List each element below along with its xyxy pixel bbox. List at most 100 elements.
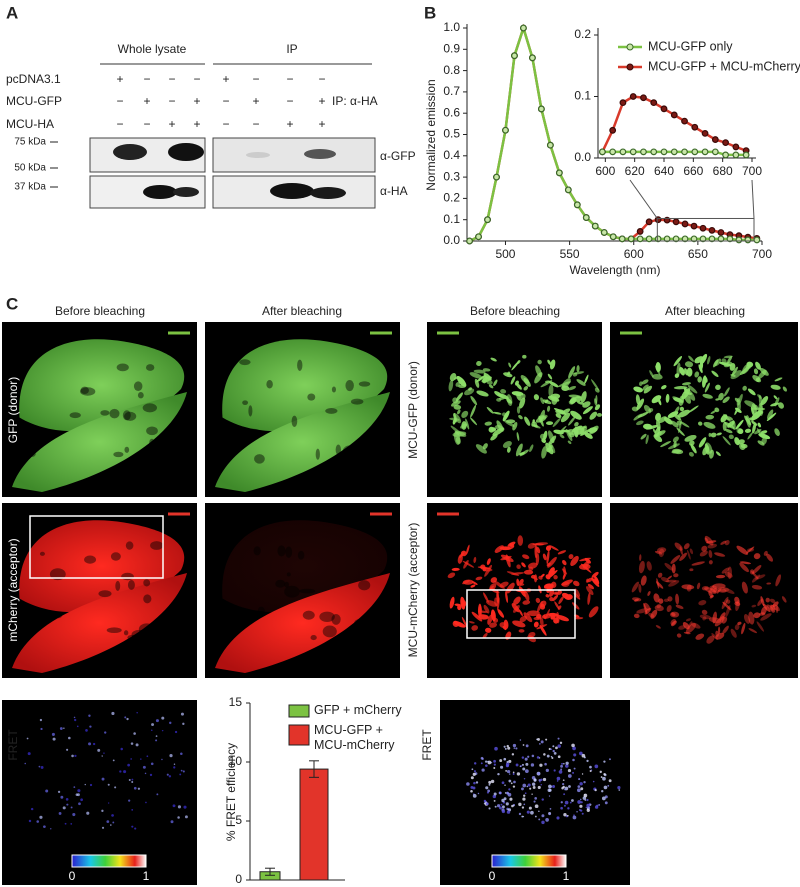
mitochondrion bbox=[541, 446, 547, 459]
marker bbox=[753, 236, 761, 244]
vacuole bbox=[284, 581, 289, 588]
fret-pixel bbox=[168, 775, 172, 778]
fret-pixel bbox=[506, 791, 510, 795]
mitochondrion bbox=[458, 384, 466, 389]
marker bbox=[690, 222, 698, 230]
fret-pixel bbox=[28, 819, 32, 823]
fret-pixel bbox=[499, 759, 503, 763]
fret-pixel bbox=[527, 783, 531, 787]
mitochondrion bbox=[641, 379, 649, 385]
fret-pixel bbox=[161, 729, 164, 732]
x-tick-label: 600 bbox=[624, 247, 644, 261]
vacuole bbox=[116, 363, 129, 372]
mitochondrion bbox=[591, 577, 600, 587]
mitochondrion bbox=[574, 617, 584, 620]
mitochondrion bbox=[523, 612, 533, 623]
mitochondrion bbox=[745, 415, 751, 428]
fret-pixel bbox=[89, 783, 93, 787]
mitochondrion bbox=[586, 586, 594, 596]
mitochondrion bbox=[718, 626, 721, 635]
marker bbox=[701, 148, 709, 156]
fret-pixel bbox=[580, 801, 583, 804]
fret-pixel bbox=[518, 812, 522, 816]
colorbar bbox=[71, 854, 147, 868]
marker bbox=[701, 129, 709, 137]
mitochondrion bbox=[760, 430, 768, 434]
marker bbox=[520, 24, 527, 32]
mitochondrion bbox=[699, 614, 712, 620]
mitochondrion bbox=[761, 437, 767, 445]
fret-pixel bbox=[512, 771, 515, 774]
mitochondrion bbox=[666, 605, 672, 613]
mitochondrion bbox=[577, 401, 585, 405]
mitochondrion bbox=[542, 553, 547, 561]
mitochondrion bbox=[655, 430, 666, 437]
mitochondrion bbox=[748, 611, 755, 625]
fret-pixel bbox=[515, 763, 519, 767]
fret-pixel bbox=[538, 757, 541, 759]
mitochondrion bbox=[496, 597, 500, 611]
mitochondrion bbox=[491, 427, 497, 432]
vacuole bbox=[331, 613, 341, 625]
mitochondrion bbox=[515, 382, 522, 390]
mitochondrion bbox=[568, 366, 576, 379]
vacuole bbox=[319, 611, 335, 622]
fret-pixel bbox=[592, 780, 595, 783]
mitochondrion bbox=[751, 410, 763, 421]
mitochondrion bbox=[715, 384, 721, 391]
fret-pixel bbox=[73, 786, 76, 789]
marker bbox=[681, 117, 688, 125]
mitochondrion bbox=[679, 552, 688, 561]
mitochondrion bbox=[702, 393, 713, 399]
legend-label: MCU-GFP only bbox=[648, 39, 733, 53]
marker bbox=[660, 105, 668, 113]
fret-pixel bbox=[103, 752, 105, 754]
fret-pixel bbox=[470, 789, 473, 793]
vacuole bbox=[239, 359, 251, 366]
fret-pixel bbox=[567, 814, 569, 817]
mitochondrion bbox=[451, 567, 460, 571]
mitochondrion bbox=[687, 405, 699, 414]
y-tick-label: 0.0 bbox=[574, 150, 591, 164]
fret-pixel bbox=[572, 746, 576, 751]
marker bbox=[493, 173, 500, 181]
fret-pixel bbox=[112, 821, 115, 824]
mitochondrion bbox=[544, 399, 549, 404]
fret-pixel bbox=[155, 735, 158, 737]
fret-pixel bbox=[530, 810, 534, 815]
y-tick-label: 0.3 bbox=[443, 169, 460, 183]
marker bbox=[699, 235, 707, 243]
mitochondrion bbox=[719, 361, 732, 367]
fret-pixel bbox=[563, 793, 566, 796]
mitochondrion bbox=[646, 561, 652, 571]
fret-pixel bbox=[177, 816, 180, 819]
fret-pixel bbox=[26, 737, 29, 740]
mitochondrion bbox=[753, 368, 759, 375]
mitochondrion bbox=[691, 622, 701, 629]
mitochondrion bbox=[725, 599, 731, 604]
fret-pixel bbox=[578, 778, 581, 781]
mitochondrion bbox=[505, 419, 516, 424]
legend-label: MCU-GFP + MCU-mCherry bbox=[648, 59, 800, 73]
mitochondrion bbox=[704, 382, 710, 393]
mitochondrion bbox=[722, 421, 727, 431]
colorbar-label: 1 bbox=[143, 869, 150, 883]
fret-pixel bbox=[130, 742, 134, 745]
vacuole bbox=[286, 572, 291, 577]
colorbar-label: 0 bbox=[489, 869, 496, 883]
mitochondrion bbox=[671, 420, 679, 428]
mitochondrion bbox=[518, 629, 525, 633]
header: Whole lysate bbox=[118, 42, 187, 56]
fret-pixel bbox=[573, 753, 577, 757]
mitochondrion bbox=[675, 593, 680, 605]
mitochondrion bbox=[580, 391, 587, 403]
marker bbox=[732, 143, 740, 151]
sign: + bbox=[222, 72, 229, 86]
mw-marker: 50 kDa bbox=[14, 163, 46, 174]
mitochondrion bbox=[594, 575, 600, 585]
mitochondrion bbox=[664, 562, 674, 571]
legend-label: MCU-GFP + MCU-mCherry bbox=[314, 723, 395, 752]
mitochondrion bbox=[596, 412, 603, 417]
fret-pixel bbox=[101, 755, 103, 757]
mitochondrion bbox=[743, 614, 751, 624]
